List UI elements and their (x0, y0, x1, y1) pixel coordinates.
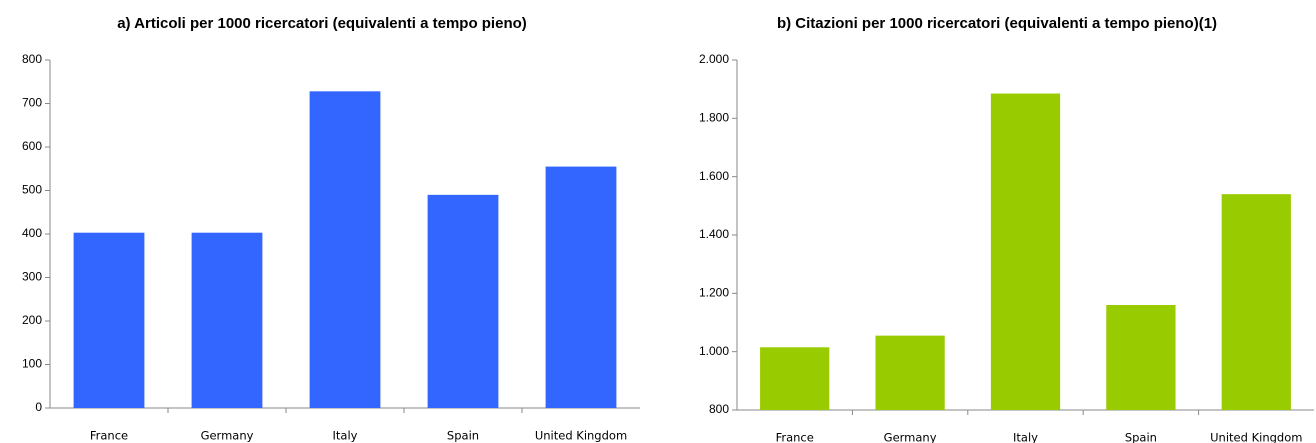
y-tick-label: 1.000 (699, 344, 729, 358)
x-tick-label: Spain (447, 429, 479, 443)
y-tick-label: 300 (22, 270, 42, 284)
x-tick-label: France (90, 429, 128, 443)
chart-title: b) Citazioni per 1000 ricercatori (equiv… (777, 15, 1217, 32)
x-tick-label: Italy (1013, 431, 1038, 443)
y-tick-label: 100 (22, 357, 42, 371)
y-tick-label: 1.800 (699, 111, 729, 125)
y-tick-label: 800 (22, 52, 42, 66)
bar (875, 335, 945, 410)
bar (73, 232, 145, 408)
bar (309, 91, 381, 408)
y-tick-label: 400 (22, 226, 42, 240)
y-tick-label: 1.400 (699, 227, 729, 241)
y-tick-label: 500 (22, 183, 42, 197)
x-tick-label: Spain (1125, 431, 1157, 443)
y-tick-label: 1.600 (699, 169, 729, 183)
x-tick-label: Germany (201, 429, 254, 443)
y-tick-label: 800 (709, 402, 729, 416)
y-tick-label: 2.000 (699, 52, 729, 66)
bar (427, 194, 499, 408)
bar (1106, 305, 1176, 410)
bar (191, 232, 263, 408)
x-tick-label: United Kingdom (535, 429, 627, 443)
chart-title: a) Articoli per 1000 ricercatori (equiva… (117, 15, 527, 32)
y-tick-label: 600 (22, 139, 42, 153)
y-tick-label: 1.200 (699, 286, 729, 300)
y-tick-label: 200 (22, 313, 42, 327)
y-tick-label: 0 (35, 400, 42, 414)
bar (1221, 194, 1291, 410)
bar (760, 347, 830, 410)
bar (545, 166, 617, 408)
bar (990, 93, 1061, 411)
x-tick-label: Germany (884, 431, 937, 443)
x-tick-label: France (776, 431, 814, 443)
x-tick-label: United Kingdom (1210, 431, 1302, 443)
x-tick-label: Italy (333, 429, 358, 443)
y-tick-label: 700 (22, 96, 42, 110)
